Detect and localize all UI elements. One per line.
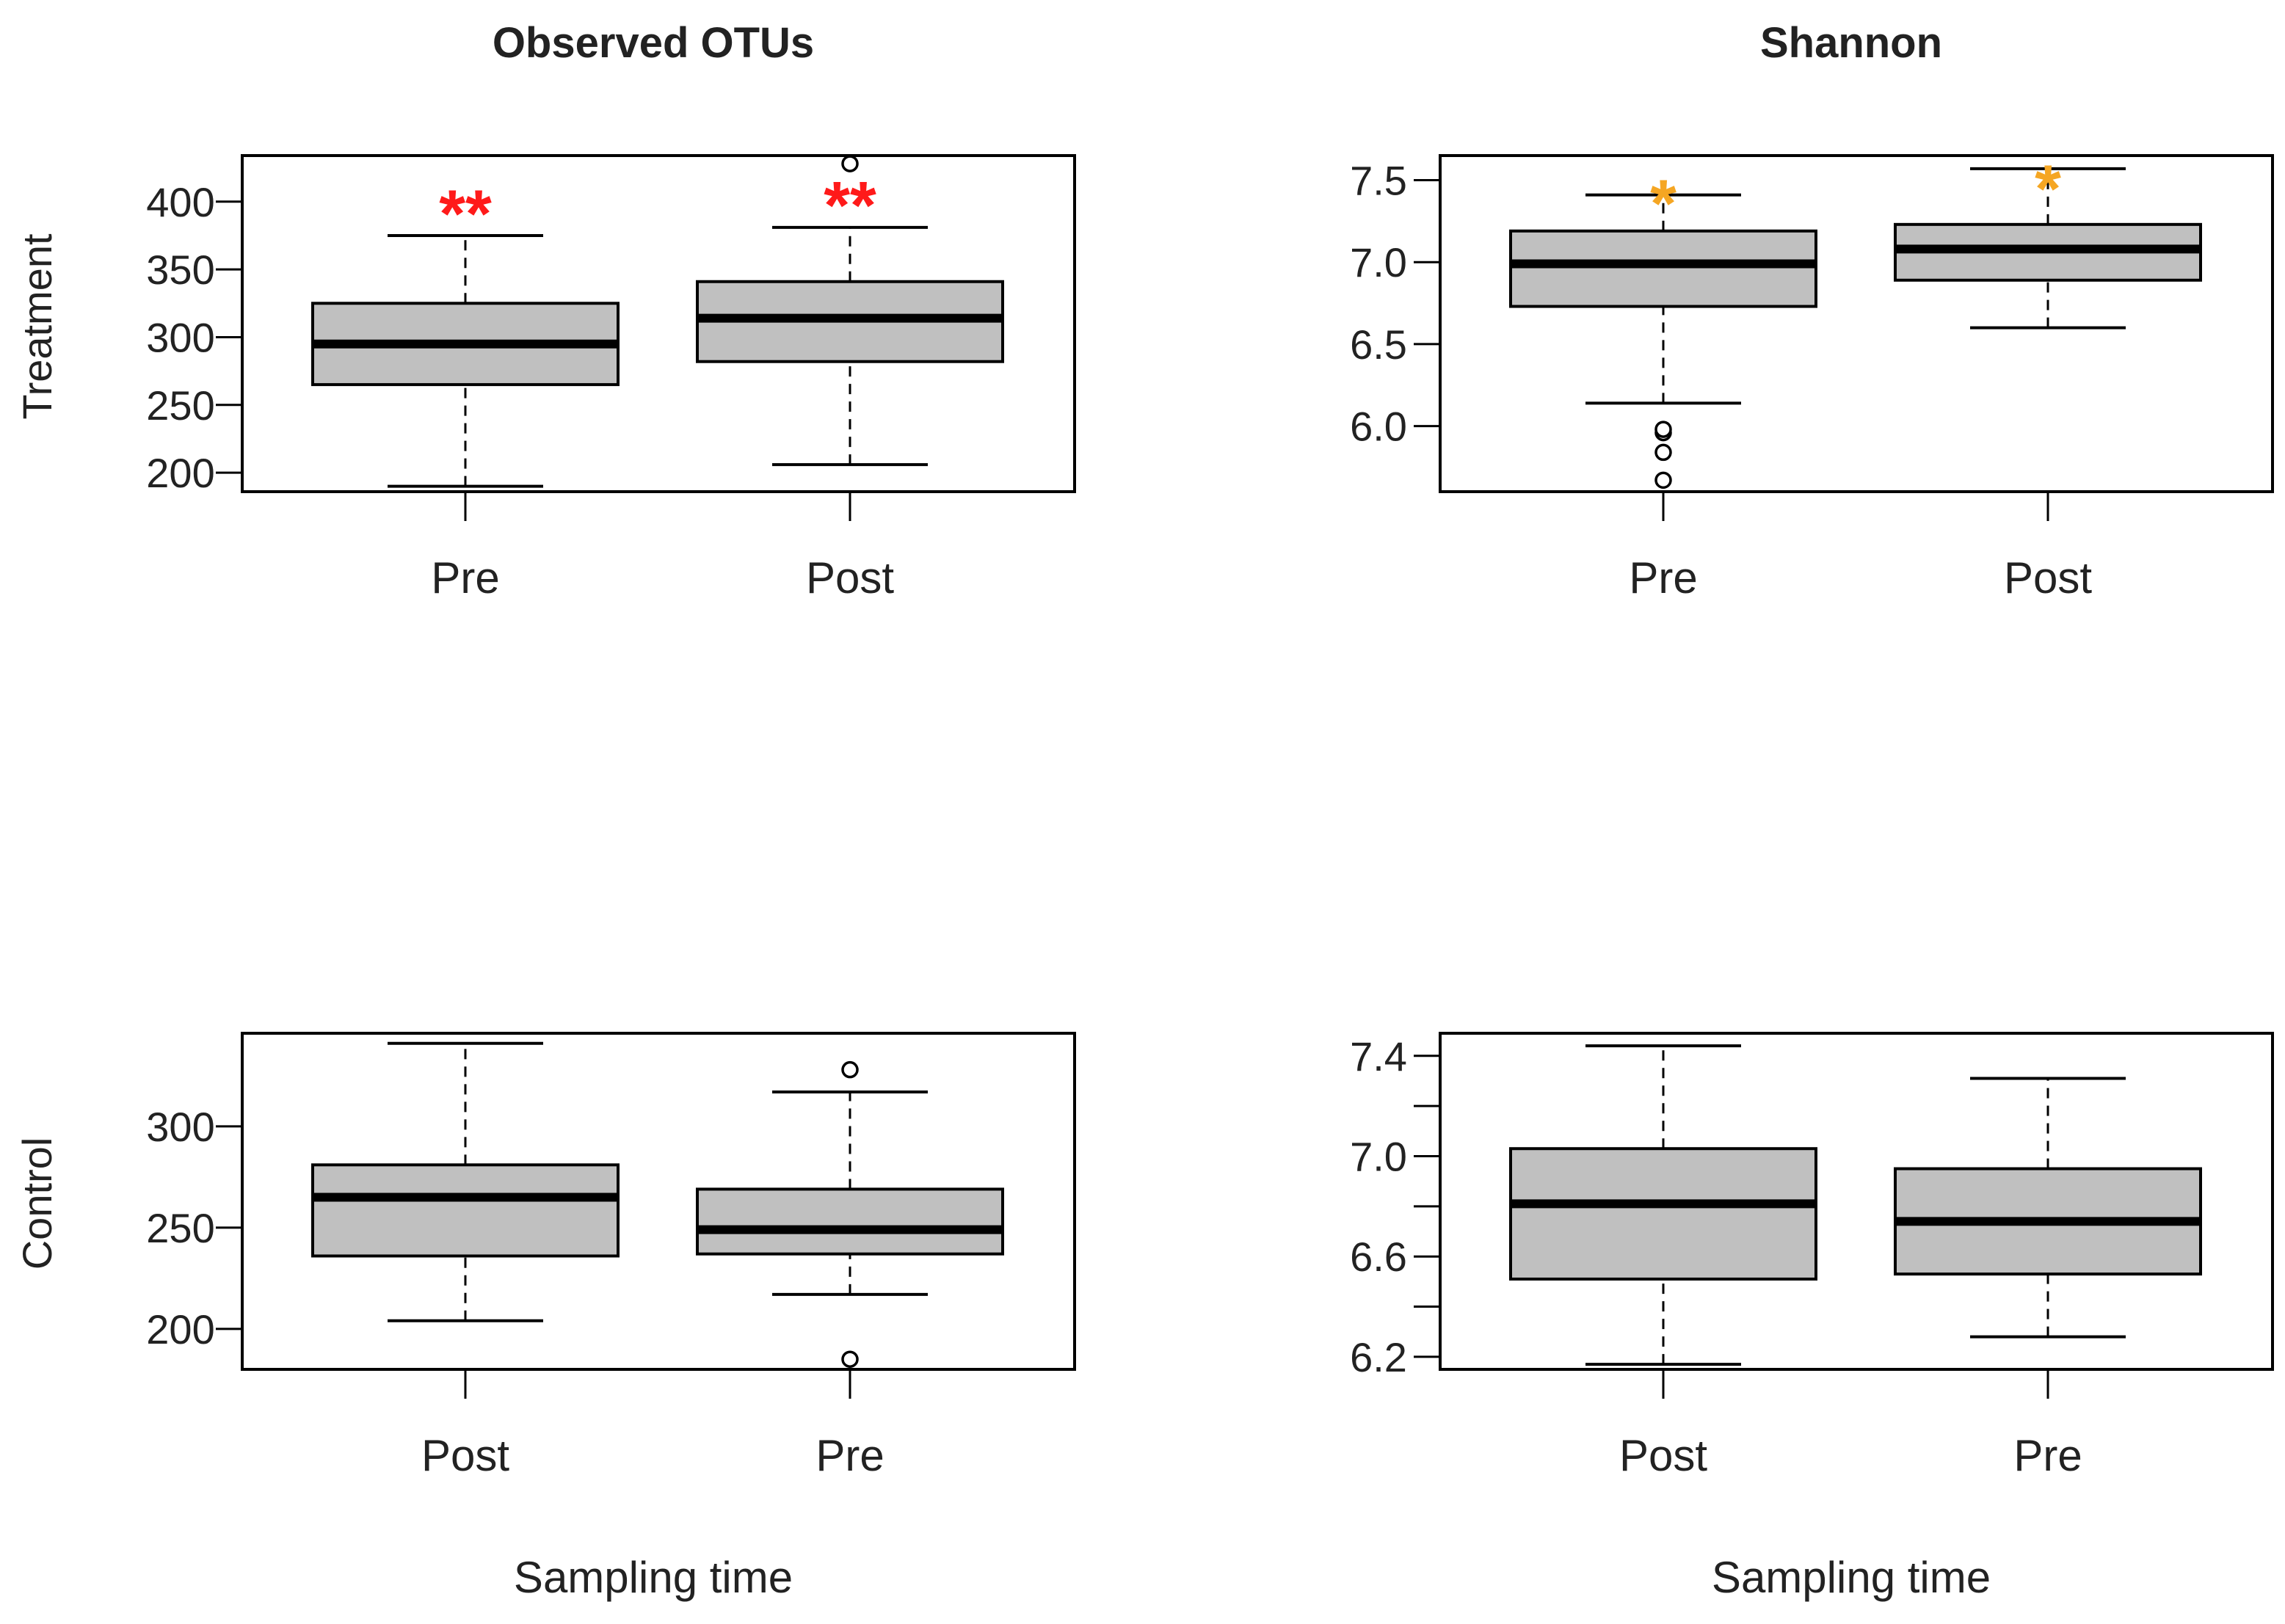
box-post: Post ** xyxy=(696,155,1004,602)
y-tick-label: 200 xyxy=(146,1306,214,1352)
y-tick-label: 250 xyxy=(146,382,214,429)
x-category-label: Pre xyxy=(431,553,499,602)
row-label-treatment: Treatment xyxy=(14,233,60,420)
y-tick-label: 200 xyxy=(146,450,214,496)
x-axis-title-left: Sampling time xyxy=(514,1553,793,1602)
plot-frame xyxy=(1439,154,2274,493)
box-post: Post xyxy=(1509,1044,1817,1480)
row-label-control: Control xyxy=(14,1137,60,1270)
column-title-shannon: Shannon xyxy=(1760,19,1942,67)
outlier-point xyxy=(1654,420,1672,438)
outlier-point xyxy=(841,1350,859,1368)
y-tick-label: 6.0 xyxy=(1350,404,1407,450)
box-pre: Pre xyxy=(696,1060,1004,1480)
significance-marker: ** xyxy=(439,177,492,252)
column-title-observed-otus: Observed OTUs xyxy=(493,19,814,67)
box-pre: Pre * xyxy=(1509,167,1817,602)
outlier-point xyxy=(841,1060,859,1079)
panel-2: 6.0 6.5 7.0 7.5 Pre * Post * xyxy=(1350,152,2274,602)
outlier-point xyxy=(1654,471,1672,489)
panel-4: 6.2 6.6 7.0 7.4 Post Pre xyxy=(1350,1032,2274,1480)
y-tick-label: 6.6 xyxy=(1350,1234,1407,1280)
y-tick-label: 400 xyxy=(146,179,214,225)
x-category-label: Pre xyxy=(2013,1431,2082,1480)
significance-marker: ** xyxy=(824,169,876,244)
x-category-label: Post xyxy=(806,553,894,602)
y-tick-label: 6.5 xyxy=(1350,321,1407,368)
y-tick-label: 7.5 xyxy=(1350,158,1407,204)
x-category-label: Post xyxy=(2004,553,2092,602)
y-tick-label: 250 xyxy=(146,1205,214,1251)
y-tick-label: 7.4 xyxy=(1350,1033,1407,1079)
box-post: Post * xyxy=(1894,152,2202,602)
significance-marker: * xyxy=(2035,152,2061,227)
panel-1: 200 250 300 350 400 Pre ** Post ** xyxy=(146,154,1076,602)
iqr-box xyxy=(1509,229,1817,308)
panel-3: 200 250 300 Post Pre xyxy=(146,1032,1076,1480)
x-category-label: Pre xyxy=(1629,553,1697,602)
box-pre: Pre xyxy=(1894,1077,2202,1480)
outlier-point xyxy=(841,155,859,172)
iqr-box xyxy=(311,1163,620,1258)
x-category-label: Post xyxy=(1619,1431,1707,1480)
y-tick-label: 350 xyxy=(146,247,214,293)
y-tick-label: 300 xyxy=(146,1104,214,1150)
y-tick-label: 6.2 xyxy=(1350,1334,1407,1380)
y-tick-label: 7.0 xyxy=(1350,1133,1407,1179)
y-tick-label: 300 xyxy=(146,314,214,360)
outlier-point xyxy=(1654,443,1672,462)
iqr-box xyxy=(1509,1147,1817,1281)
panels-group: 200250300350400Pre**Post**6.06.57.07.5Pr… xyxy=(146,152,2274,1480)
significance-marker: * xyxy=(1650,167,1676,241)
x-category-label: Pre xyxy=(815,1431,884,1480)
y-tick-label: 7.0 xyxy=(1350,239,1407,285)
iqr-box xyxy=(696,1187,1004,1256)
x-category-label: Post xyxy=(421,1431,509,1480)
x-axis-title-right: Sampling time xyxy=(1712,1553,1991,1602)
box-pre: Pre ** xyxy=(311,177,620,602)
box-post: Post xyxy=(311,1041,620,1480)
